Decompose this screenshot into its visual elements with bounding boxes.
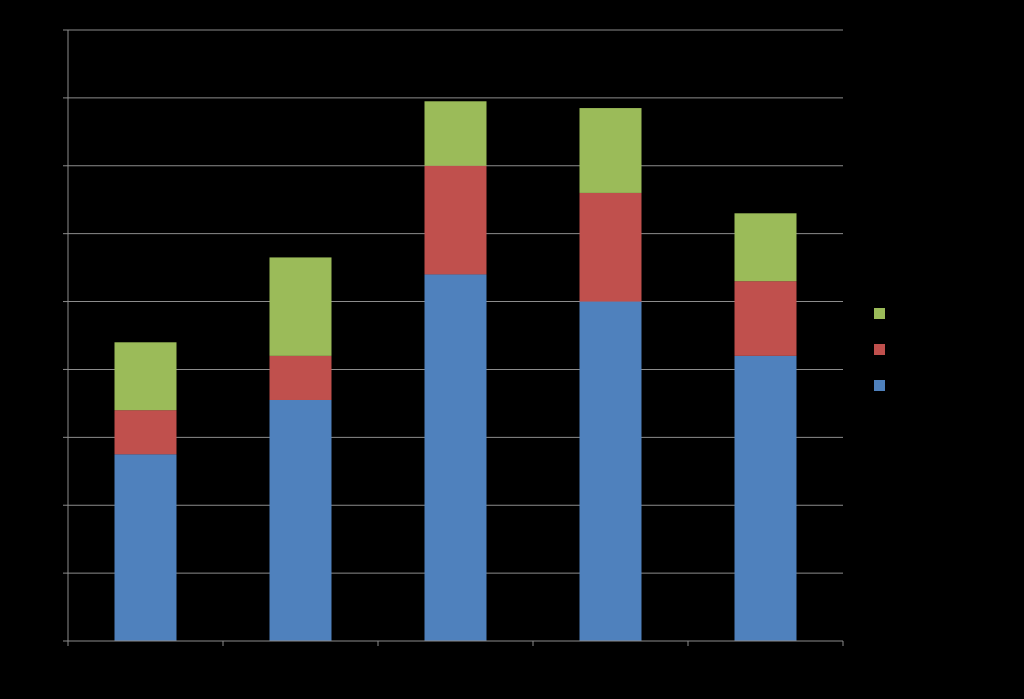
bar-segment-3 <box>579 108 642 193</box>
bar-segment-1 <box>269 399 332 641</box>
legend <box>874 308 885 391</box>
legend-swatch-2 <box>874 344 885 355</box>
bars <box>114 101 797 641</box>
bar-segment-1 <box>579 301 642 641</box>
legend-swatch-3 <box>874 308 885 319</box>
bar-segment-2 <box>269 355 332 400</box>
bar-segment-1 <box>114 454 177 641</box>
bar-segment-3 <box>424 101 487 166</box>
bar-segment-3 <box>114 342 177 411</box>
bar-segment-1 <box>734 355 797 641</box>
bar-segment-2 <box>424 165 487 275</box>
bar-segment-3 <box>269 257 332 356</box>
legend-swatch-1 <box>874 380 885 391</box>
bar-segment-2 <box>579 192 642 302</box>
bar-segment-2 <box>734 281 797 356</box>
axes <box>63 29 844 646</box>
bar-segment-1 <box>424 274 487 641</box>
bar-segment-3 <box>734 213 797 282</box>
bar-segment-2 <box>114 410 177 455</box>
